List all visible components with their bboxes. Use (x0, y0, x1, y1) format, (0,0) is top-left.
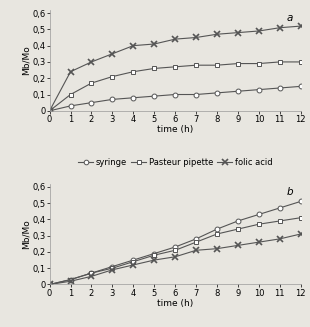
Pasteur pipette (299, 216, 303, 220)
Pasteur pipette (236, 227, 240, 231)
Pasteur pipette (173, 248, 177, 252)
folic acid (173, 255, 177, 259)
folic acid (153, 258, 156, 262)
Legend: syringe, Pasteur pipette, folic acid: syringe, Pasteur pipette, folic acid (77, 157, 273, 168)
folic acid (69, 70, 73, 74)
syringe (69, 104, 73, 108)
Pasteur pipette (257, 222, 261, 226)
Pasteur pipette (278, 60, 281, 64)
Pasteur pipette (173, 65, 177, 69)
syringe (90, 101, 93, 105)
Line: folic acid: folic acid (46, 23, 304, 114)
folic acid (299, 232, 303, 236)
X-axis label: time (h): time (h) (157, 299, 193, 308)
folic acid (257, 240, 261, 244)
folic acid (299, 24, 303, 28)
syringe (173, 245, 177, 249)
folic acid (131, 263, 135, 267)
folic acid (236, 243, 240, 247)
syringe (48, 283, 51, 286)
folic acid (153, 42, 156, 46)
syringe (173, 93, 177, 96)
Line: Pasteur pipette: Pasteur pipette (47, 60, 303, 113)
folic acid (278, 237, 281, 241)
Pasteur pipette (90, 81, 93, 85)
folic acid (173, 37, 177, 41)
Pasteur pipette (257, 61, 261, 65)
folic acid (194, 248, 198, 252)
folic acid (48, 283, 51, 286)
Pasteur pipette (69, 278, 73, 282)
folic acid (90, 60, 93, 64)
Pasteur pipette (69, 93, 73, 96)
syringe (194, 237, 198, 241)
Pasteur pipette (215, 63, 219, 67)
syringe (278, 206, 281, 210)
Pasteur pipette (131, 70, 135, 74)
folic acid (69, 279, 73, 283)
syringe (278, 86, 281, 90)
folic acid (110, 52, 114, 56)
Pasteur pipette (48, 109, 51, 113)
folic acid (236, 31, 240, 35)
syringe (236, 219, 240, 223)
Pasteur pipette (278, 219, 281, 223)
Pasteur pipette (153, 66, 156, 70)
syringe (90, 271, 93, 275)
Pasteur pipette (90, 271, 93, 275)
Text: a: a (287, 13, 293, 23)
Pasteur pipette (299, 60, 303, 64)
syringe (110, 265, 114, 268)
syringe (236, 89, 240, 93)
Pasteur pipette (110, 75, 114, 78)
Y-axis label: Mb/Mo: Mb/Mo (22, 45, 31, 75)
syringe (257, 88, 261, 92)
Pasteur pipette (194, 240, 198, 244)
Line: syringe: syringe (47, 199, 303, 287)
Text: b: b (286, 186, 293, 197)
Line: folic acid: folic acid (46, 231, 304, 288)
syringe (153, 94, 156, 98)
X-axis label: time (h): time (h) (157, 125, 193, 134)
syringe (131, 258, 135, 262)
Line: syringe: syringe (47, 84, 303, 113)
folic acid (278, 26, 281, 30)
Line: Pasteur pipette: Pasteur pipette (47, 215, 303, 287)
syringe (299, 199, 303, 203)
Pasteur pipette (48, 283, 51, 286)
folic acid (131, 44, 135, 48)
folic acid (194, 36, 198, 40)
syringe (194, 93, 198, 96)
syringe (48, 109, 51, 113)
syringe (215, 91, 219, 95)
Y-axis label: Mb/Mo: Mb/Mo (22, 219, 31, 249)
folic acid (215, 32, 219, 36)
Pasteur pipette (215, 232, 219, 236)
syringe (215, 227, 219, 231)
folic acid (48, 109, 51, 113)
syringe (131, 96, 135, 100)
syringe (153, 251, 156, 255)
Pasteur pipette (194, 63, 198, 67)
Pasteur pipette (236, 61, 240, 65)
syringe (110, 97, 114, 101)
syringe (69, 278, 73, 282)
Pasteur pipette (110, 266, 114, 270)
syringe (257, 213, 261, 216)
Pasteur pipette (153, 253, 156, 257)
folic acid (215, 247, 219, 250)
folic acid (90, 274, 93, 278)
Pasteur pipette (131, 260, 135, 264)
folic acid (110, 268, 114, 272)
folic acid (257, 29, 261, 33)
syringe (299, 84, 303, 88)
